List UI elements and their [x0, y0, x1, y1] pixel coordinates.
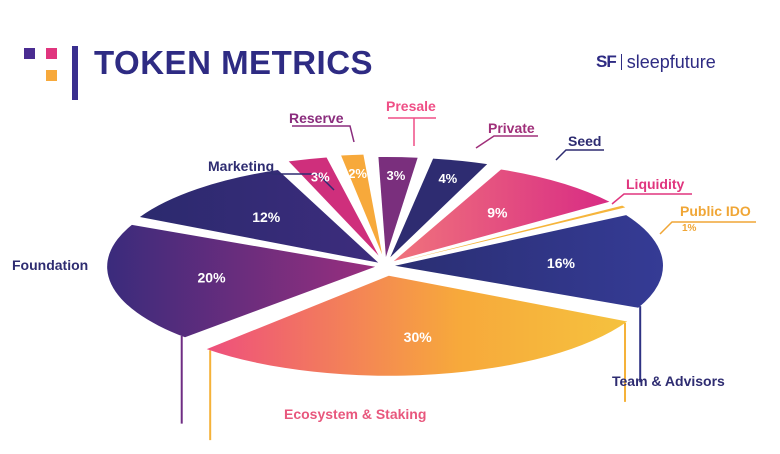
slice-private — [378, 157, 418, 258]
percent-label-marketing: 12% — [252, 209, 281, 225]
slice-name-ecosystem-and-staking: Ecosystem & Staking — [284, 406, 427, 422]
page-title: TOKEN METRICS — [94, 44, 374, 81]
percent-label-liquidity: 9% — [487, 205, 508, 221]
slice-public-ido — [400, 205, 626, 262]
leader-line-marketing — [272, 173, 335, 191]
leader-line-presale — [388, 117, 436, 146]
pie-drop-lines — [180, 306, 642, 441]
percent-label-seed: 4% — [438, 171, 457, 186]
slice-seed — [390, 158, 488, 258]
leader-line-seed — [555, 149, 604, 161]
percent-label-reserve: 3% — [311, 170, 330, 185]
percent-label-public-ido: 1% — [682, 223, 697, 234]
percent-label-team-and-advisors: 16% — [547, 255, 576, 271]
slice-liquidity — [393, 169, 610, 262]
brand-divider — [620, 54, 622, 70]
slice-ecosystem-and-staking — [206, 275, 628, 376]
pie-slices — [107, 154, 663, 376]
brand-name: sleepfuture — [626, 51, 716, 72]
slice-percent-labels: 2% 3% 4% 9% 16% 30% 20% 12% 3% — [198, 166, 576, 345]
percent-label-private: 3% — [386, 168, 405, 183]
slice-foundation — [107, 224, 376, 338]
percent-label-foundation: 20% — [198, 270, 227, 286]
title-accent-bar — [72, 46, 78, 100]
brand-logo: SF sleepfuture — [596, 52, 716, 72]
logo-square-orange — [46, 70, 57, 81]
slice-name-reserve: Reserve — [289, 110, 344, 126]
leader-line-liquidity — [611, 193, 692, 205]
percent-label-presale: 2% — [348, 166, 367, 181]
logo-square-purple — [24, 48, 35, 59]
slice-name-presale: Presale — [386, 98, 436, 114]
slice-name-team-and-advisors: Team & Advisors — [612, 373, 725, 389]
slice-name-public-ido: Public IDO — [680, 203, 751, 219]
slice-name-private: Private — [488, 120, 535, 136]
slice-name-seed: Seed — [568, 133, 602, 149]
slice-team-and-advisors — [394, 215, 663, 308]
logo-square-pink — [46, 48, 57, 59]
slice-presale — [341, 154, 383, 255]
slice-name-marketing: Marketing — [208, 158, 275, 174]
percent-label-ecosystem-and-staking: 30% — [404, 329, 433, 345]
slice-name-liquidity: Liquidity — [626, 176, 685, 192]
leader-line-private — [475, 135, 538, 149]
slice-marketing — [139, 169, 379, 263]
leader-line-public-ido — [659, 221, 756, 235]
brand-mark: SF — [596, 52, 617, 71]
slice-name-foundation: Foundation — [12, 257, 89, 273]
slice-reserve — [288, 157, 379, 256]
label-leader-lines — [272, 117, 756, 235]
leader-line-reserve — [292, 125, 355, 143]
